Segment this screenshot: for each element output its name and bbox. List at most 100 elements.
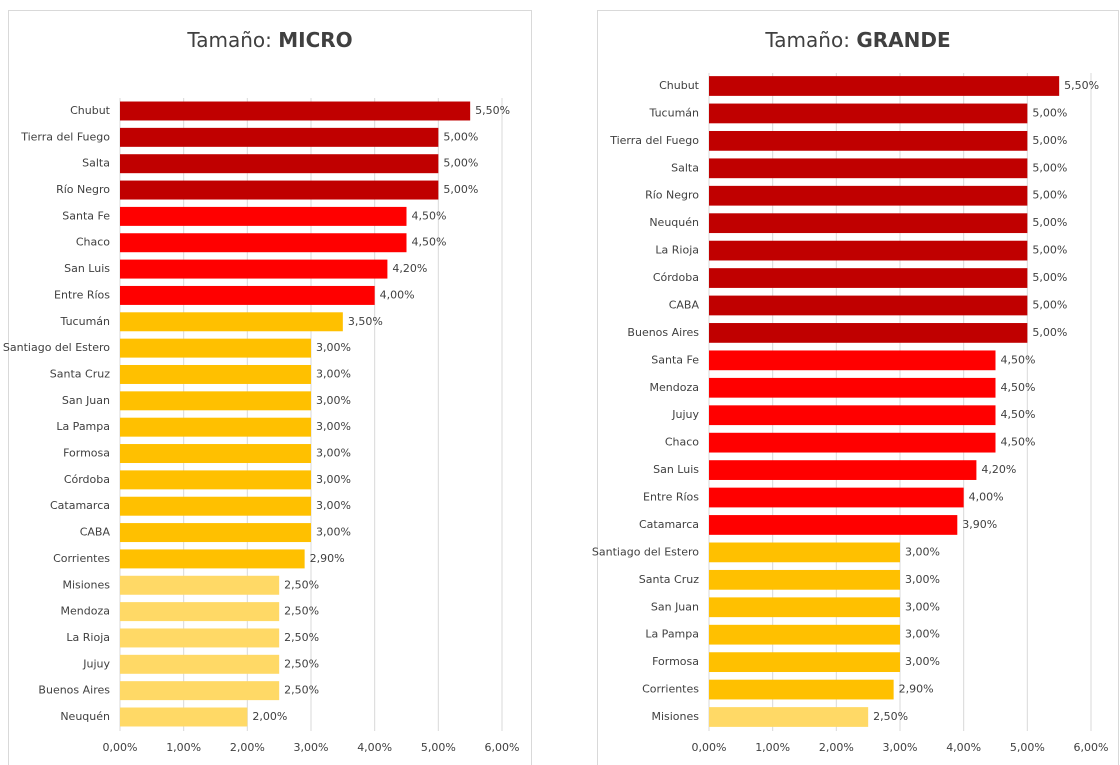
x-tick-label: 3,00% <box>294 741 329 754</box>
bar <box>120 707 248 727</box>
bar <box>120 470 311 490</box>
bar <box>120 312 343 332</box>
data-label: 2,50% <box>284 631 319 644</box>
chart-title: Tamaño: MICRO <box>186 28 352 52</box>
y-tick-label: Buenos Aires <box>627 326 699 339</box>
bar <box>120 628 280 648</box>
data-label: 5,00% <box>443 183 478 196</box>
panel <box>8 10 532 765</box>
y-tick-label: Mendoza <box>650 381 699 394</box>
bar <box>709 103 1028 124</box>
bar <box>120 285 375 305</box>
bar <box>709 652 900 673</box>
bar <box>709 707 869 727</box>
bar <box>120 444 311 464</box>
y-tick-label: Corrientes <box>642 683 699 696</box>
y-tick-label: Salta <box>82 157 110 170</box>
data-label: 3,00% <box>316 447 351 460</box>
y-tick-label: Misiones <box>62 578 110 591</box>
y-tick-label: Jujuy <box>671 408 699 421</box>
data-label: 4,50% <box>412 209 447 222</box>
data-label: 2,50% <box>284 684 319 697</box>
data-label: 4,20% <box>981 463 1016 476</box>
bar <box>120 154 439 174</box>
bar <box>709 597 900 618</box>
y-tick-label: Chaco <box>665 436 699 449</box>
data-label: 3,00% <box>905 545 940 558</box>
y-tick-label: Formosa <box>63 447 110 460</box>
y-tick-label: Córdoba <box>64 473 110 486</box>
data-label: 2,50% <box>284 657 319 670</box>
y-tick-label: Corrientes <box>53 552 110 565</box>
data-label: 3,00% <box>905 628 940 641</box>
bar <box>709 542 900 563</box>
y-tick-label: Catamarca <box>50 499 110 512</box>
title-part: MICRO <box>278 28 352 52</box>
chart-title: Tamaño: GRANDE <box>764 28 950 52</box>
y-tick-label: La Pampa <box>56 420 110 433</box>
y-tick-label: Misiones <box>651 710 699 723</box>
y-tick-label: San Juan <box>62 394 110 407</box>
data-label: 5,00% <box>1032 271 1067 284</box>
x-tick-label: 4,00% <box>946 741 981 754</box>
bar <box>709 130 1028 151</box>
bar <box>120 364 311 384</box>
x-tick-label: 2,00% <box>819 741 854 754</box>
bar <box>120 259 388 279</box>
data-label: 5,00% <box>443 157 478 170</box>
y-tick-label: Río Negro <box>645 189 699 202</box>
x-tick-label: 4,00% <box>357 741 392 754</box>
y-tick-label: Chubut <box>70 104 111 117</box>
data-label: 4,50% <box>1001 436 1036 449</box>
x-tick-label: 5,00% <box>1010 741 1045 754</box>
bar <box>709 323 1028 343</box>
x-tick-label: 3,00% <box>883 741 918 754</box>
y-tick-label: San Luis <box>64 262 110 275</box>
y-tick-label: Río Negro <box>56 183 110 196</box>
bar <box>709 295 1028 316</box>
bar <box>709 405 996 426</box>
y-tick-label: Neuquén <box>649 216 699 229</box>
x-tick-label: 1,00% <box>755 741 790 754</box>
bar <box>709 487 964 508</box>
data-label: 2,90% <box>310 552 345 565</box>
bar <box>120 523 311 543</box>
data-label: 4,50% <box>412 236 447 249</box>
data-label: 3,00% <box>316 394 351 407</box>
bar <box>120 127 439 147</box>
data-label: 5,00% <box>1032 298 1067 311</box>
data-label: 3,00% <box>316 526 351 539</box>
y-tick-label: Tierra del Fuego <box>609 134 699 147</box>
data-label: 4,20% <box>392 262 427 275</box>
bar <box>709 432 996 453</box>
y-tick-label: Catamarca <box>639 518 699 531</box>
y-tick-label: Entre Ríos <box>54 288 110 301</box>
y-tick-label: Tucumán <box>60 315 110 328</box>
y-tick-label: La Pampa <box>645 628 699 641</box>
y-tick-label: CABA <box>80 526 111 539</box>
data-label: 3,00% <box>316 341 351 354</box>
data-label: 3,00% <box>905 600 940 613</box>
data-label: 5,00% <box>1032 161 1067 174</box>
y-tick-label: San Luis <box>653 463 699 476</box>
y-tick-label: Formosa <box>652 655 699 668</box>
title-part: GRANDE <box>856 28 950 52</box>
data-label: 4,50% <box>1001 353 1036 366</box>
y-tick-label: Mendoza <box>61 605 110 618</box>
y-tick-label: La Rioja <box>655 244 699 257</box>
bar <box>120 180 439 200</box>
data-label: 3,00% <box>316 473 351 486</box>
bar <box>120 602 280 622</box>
data-label: 4,50% <box>1001 408 1036 421</box>
title-part: Tamaño: <box>764 28 850 52</box>
bar <box>709 268 1028 288</box>
bar <box>709 213 1028 234</box>
bar <box>120 233 407 253</box>
x-tick-label: 5,00% <box>421 741 456 754</box>
data-label: 2,90% <box>899 683 934 696</box>
y-tick-label: CABA <box>669 298 700 311</box>
data-label: 3,00% <box>316 420 351 433</box>
bar <box>120 101 471 121</box>
bar <box>709 76 1060 96</box>
